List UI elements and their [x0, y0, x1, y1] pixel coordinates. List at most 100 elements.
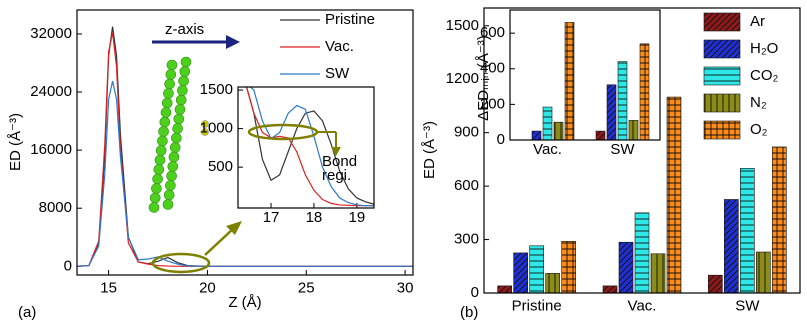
- atom: [175, 105, 185, 115]
- bar: [619, 242, 633, 293]
- bar: [640, 44, 649, 140]
- legend-label: Vac.: [325, 38, 354, 55]
- bar: [756, 252, 770, 293]
- atom: [179, 76, 189, 86]
- panel-label: (b): [460, 304, 478, 321]
- legend-swatch: [704, 94, 740, 112]
- atom: [167, 171, 177, 181]
- bar: [514, 253, 528, 293]
- atom: [167, 60, 177, 70]
- bar: [708, 275, 722, 293]
- x-tick-label: 15: [100, 279, 117, 296]
- bar: [629, 120, 638, 140]
- panel-label: (a): [18, 304, 36, 321]
- bar: [635, 213, 649, 293]
- atom: [154, 165, 164, 175]
- legend-swatch: [704, 67, 740, 85]
- y-tick-label: 0: [471, 284, 479, 301]
- y-tick-label: 600: [454, 177, 479, 194]
- atom: [156, 146, 166, 156]
- bar: [651, 254, 665, 293]
- atom: [165, 79, 175, 89]
- y-tick-label: 500: [208, 158, 233, 175]
- y-axis-label: ΔEDₘᵢₙ (Å⁻³): [475, 35, 492, 121]
- x-tick-label: Pristine: [512, 297, 562, 314]
- atom: [174, 114, 184, 124]
- legend-label: Ar: [750, 13, 765, 30]
- legend-label: N₂: [750, 94, 767, 111]
- y-tick-label: 900: [454, 124, 479, 141]
- legend-label: SW: [325, 65, 350, 82]
- atom: [162, 98, 172, 108]
- x-tick-label: 20: [199, 279, 216, 296]
- atom: [180, 67, 190, 77]
- annotation: z-axis: [165, 21, 204, 38]
- y-tick-label: 1500: [446, 17, 479, 34]
- atom: [166, 70, 176, 80]
- legend-label: H₂O: [750, 40, 778, 57]
- bar: [554, 122, 563, 140]
- y-axis-label: ED (Å⁻³): [7, 113, 24, 171]
- bar: [724, 199, 738, 293]
- bar: [546, 273, 560, 293]
- x-tick-label: 30: [397, 279, 414, 296]
- y-tick-label: 0: [497, 131, 505, 148]
- y-tick-label: 24000: [30, 83, 72, 100]
- x-tick-label: Vac.: [628, 297, 657, 314]
- x-tick-label: SW: [610, 141, 635, 158]
- atom: [176, 95, 186, 105]
- y-tick-label: 300: [454, 231, 479, 248]
- y-tick-label: 0: [64, 257, 72, 274]
- x-tick-label: 25: [298, 279, 315, 296]
- atom: [157, 136, 167, 146]
- bar: [772, 147, 786, 293]
- atom: [149, 203, 159, 213]
- legend-swatch: [704, 121, 740, 139]
- y-axis-label: ED (Å⁻³): [421, 121, 438, 179]
- atom: [165, 181, 175, 191]
- atom: [153, 174, 163, 184]
- bar: [667, 97, 681, 293]
- bar: [607, 85, 616, 140]
- legend-label: CO₂: [750, 67, 779, 84]
- y-tick-label: 1500: [200, 81, 233, 98]
- x-tick-label: Vac.: [533, 141, 562, 158]
- bar: [565, 22, 574, 140]
- atom: [173, 124, 183, 134]
- x-tick-label: 17: [263, 209, 280, 226]
- x-tick-label: 19: [348, 209, 365, 226]
- atom: [171, 133, 181, 143]
- atom: [151, 184, 161, 194]
- atom: [168, 162, 178, 172]
- annotation: regi.: [322, 167, 351, 184]
- legend-swatch: [704, 40, 740, 58]
- atom: [181, 57, 191, 67]
- pointer: [205, 228, 234, 255]
- bar: [562, 241, 576, 293]
- atom: [164, 190, 174, 200]
- atom: [150, 193, 160, 203]
- y-tick-label: 8000: [39, 199, 72, 216]
- bar: [603, 286, 617, 293]
- y-tick-label: 32000: [30, 25, 72, 42]
- legend-swatch: [704, 13, 740, 31]
- atom: [177, 86, 187, 96]
- atom: [160, 117, 170, 127]
- bar: [530, 246, 544, 293]
- x-tick-label: SW: [735, 297, 760, 314]
- bar: [543, 107, 552, 140]
- bar: [532, 131, 541, 140]
- x-tick-label: 18: [306, 209, 323, 226]
- bar: [740, 168, 754, 293]
- y-tick-label: 1000: [200, 120, 233, 137]
- figure: 0800016000240003200015202530Z (Å)ED (Å⁻³…: [0, 0, 807, 324]
- atom: [163, 89, 173, 99]
- atom: [159, 127, 169, 137]
- atom: [169, 152, 179, 162]
- bar: [498, 286, 512, 293]
- atom: [161, 108, 171, 118]
- bar: [618, 62, 627, 140]
- atom: [163, 200, 173, 210]
- legend-label: O₂: [750, 121, 768, 138]
- z-arrow-head: [226, 35, 240, 49]
